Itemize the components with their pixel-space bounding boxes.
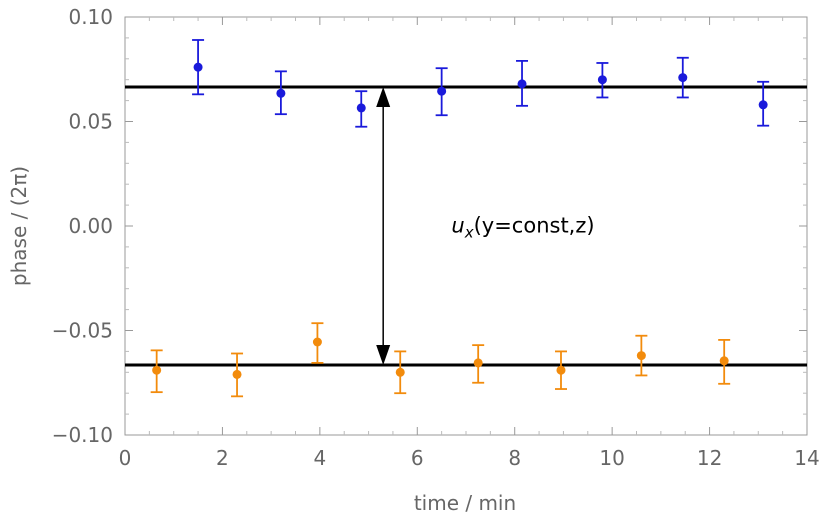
x-tick-label: 10 [599,446,624,470]
data-point-series-2 [719,356,729,366]
data-point-series-2 [152,365,162,375]
data-point-series-2 [312,337,322,347]
x-tick-label: 8 [508,446,521,470]
x-tick-label: 4 [313,446,326,470]
x-tick-label: 12 [697,446,722,470]
data-point-series-1 [678,73,688,83]
y-tick-label: −0.05 [52,319,113,343]
x-tick-label: 2 [216,446,229,470]
data-point-series-2 [556,365,566,375]
annotation-label: ux(y=const,z) [451,213,594,241]
data-point-series-2 [636,351,646,361]
annotation-args: (y=const,z) [474,213,595,237]
annotation-subscript: x [464,223,474,241]
data-point-series-1 [356,103,366,113]
y-tick-label: −0.10 [52,423,113,447]
x-tick-label: 0 [119,446,132,470]
data-point-series-1 [597,75,607,85]
x-tick-label: 6 [411,446,424,470]
y-tick-label: 0.10 [68,5,113,29]
y-tick-label: 0.05 [68,110,113,134]
data-point-series-1 [517,79,527,89]
data-point-series-1 [276,88,286,98]
reference-lines [125,85,807,367]
arrow-head-up [376,87,391,108]
y-axis-label: phase / (2π) [7,166,31,286]
annotation-symbol: u [451,213,464,237]
x-axis-label: time / min [414,491,516,515]
data-point-series-2 [395,367,405,377]
data-points [150,39,770,398]
data-point-series-1 [193,62,203,72]
arrow-head-down [376,344,391,365]
data-point-series-2 [473,358,483,368]
ticks: 0 2 4 6 8 10 12 14 −0.10 −0.05 0.00 0.05 0.10 [52,5,820,470]
y-tick-label: 0.00 [68,214,113,238]
annotation-group: ux(y=const,z) [376,87,595,365]
x-tick-label: 14 [794,446,819,470]
data-point-series-2 [232,369,242,379]
data-point-series-1 [758,100,768,110]
data-point-series-1 [437,86,447,96]
